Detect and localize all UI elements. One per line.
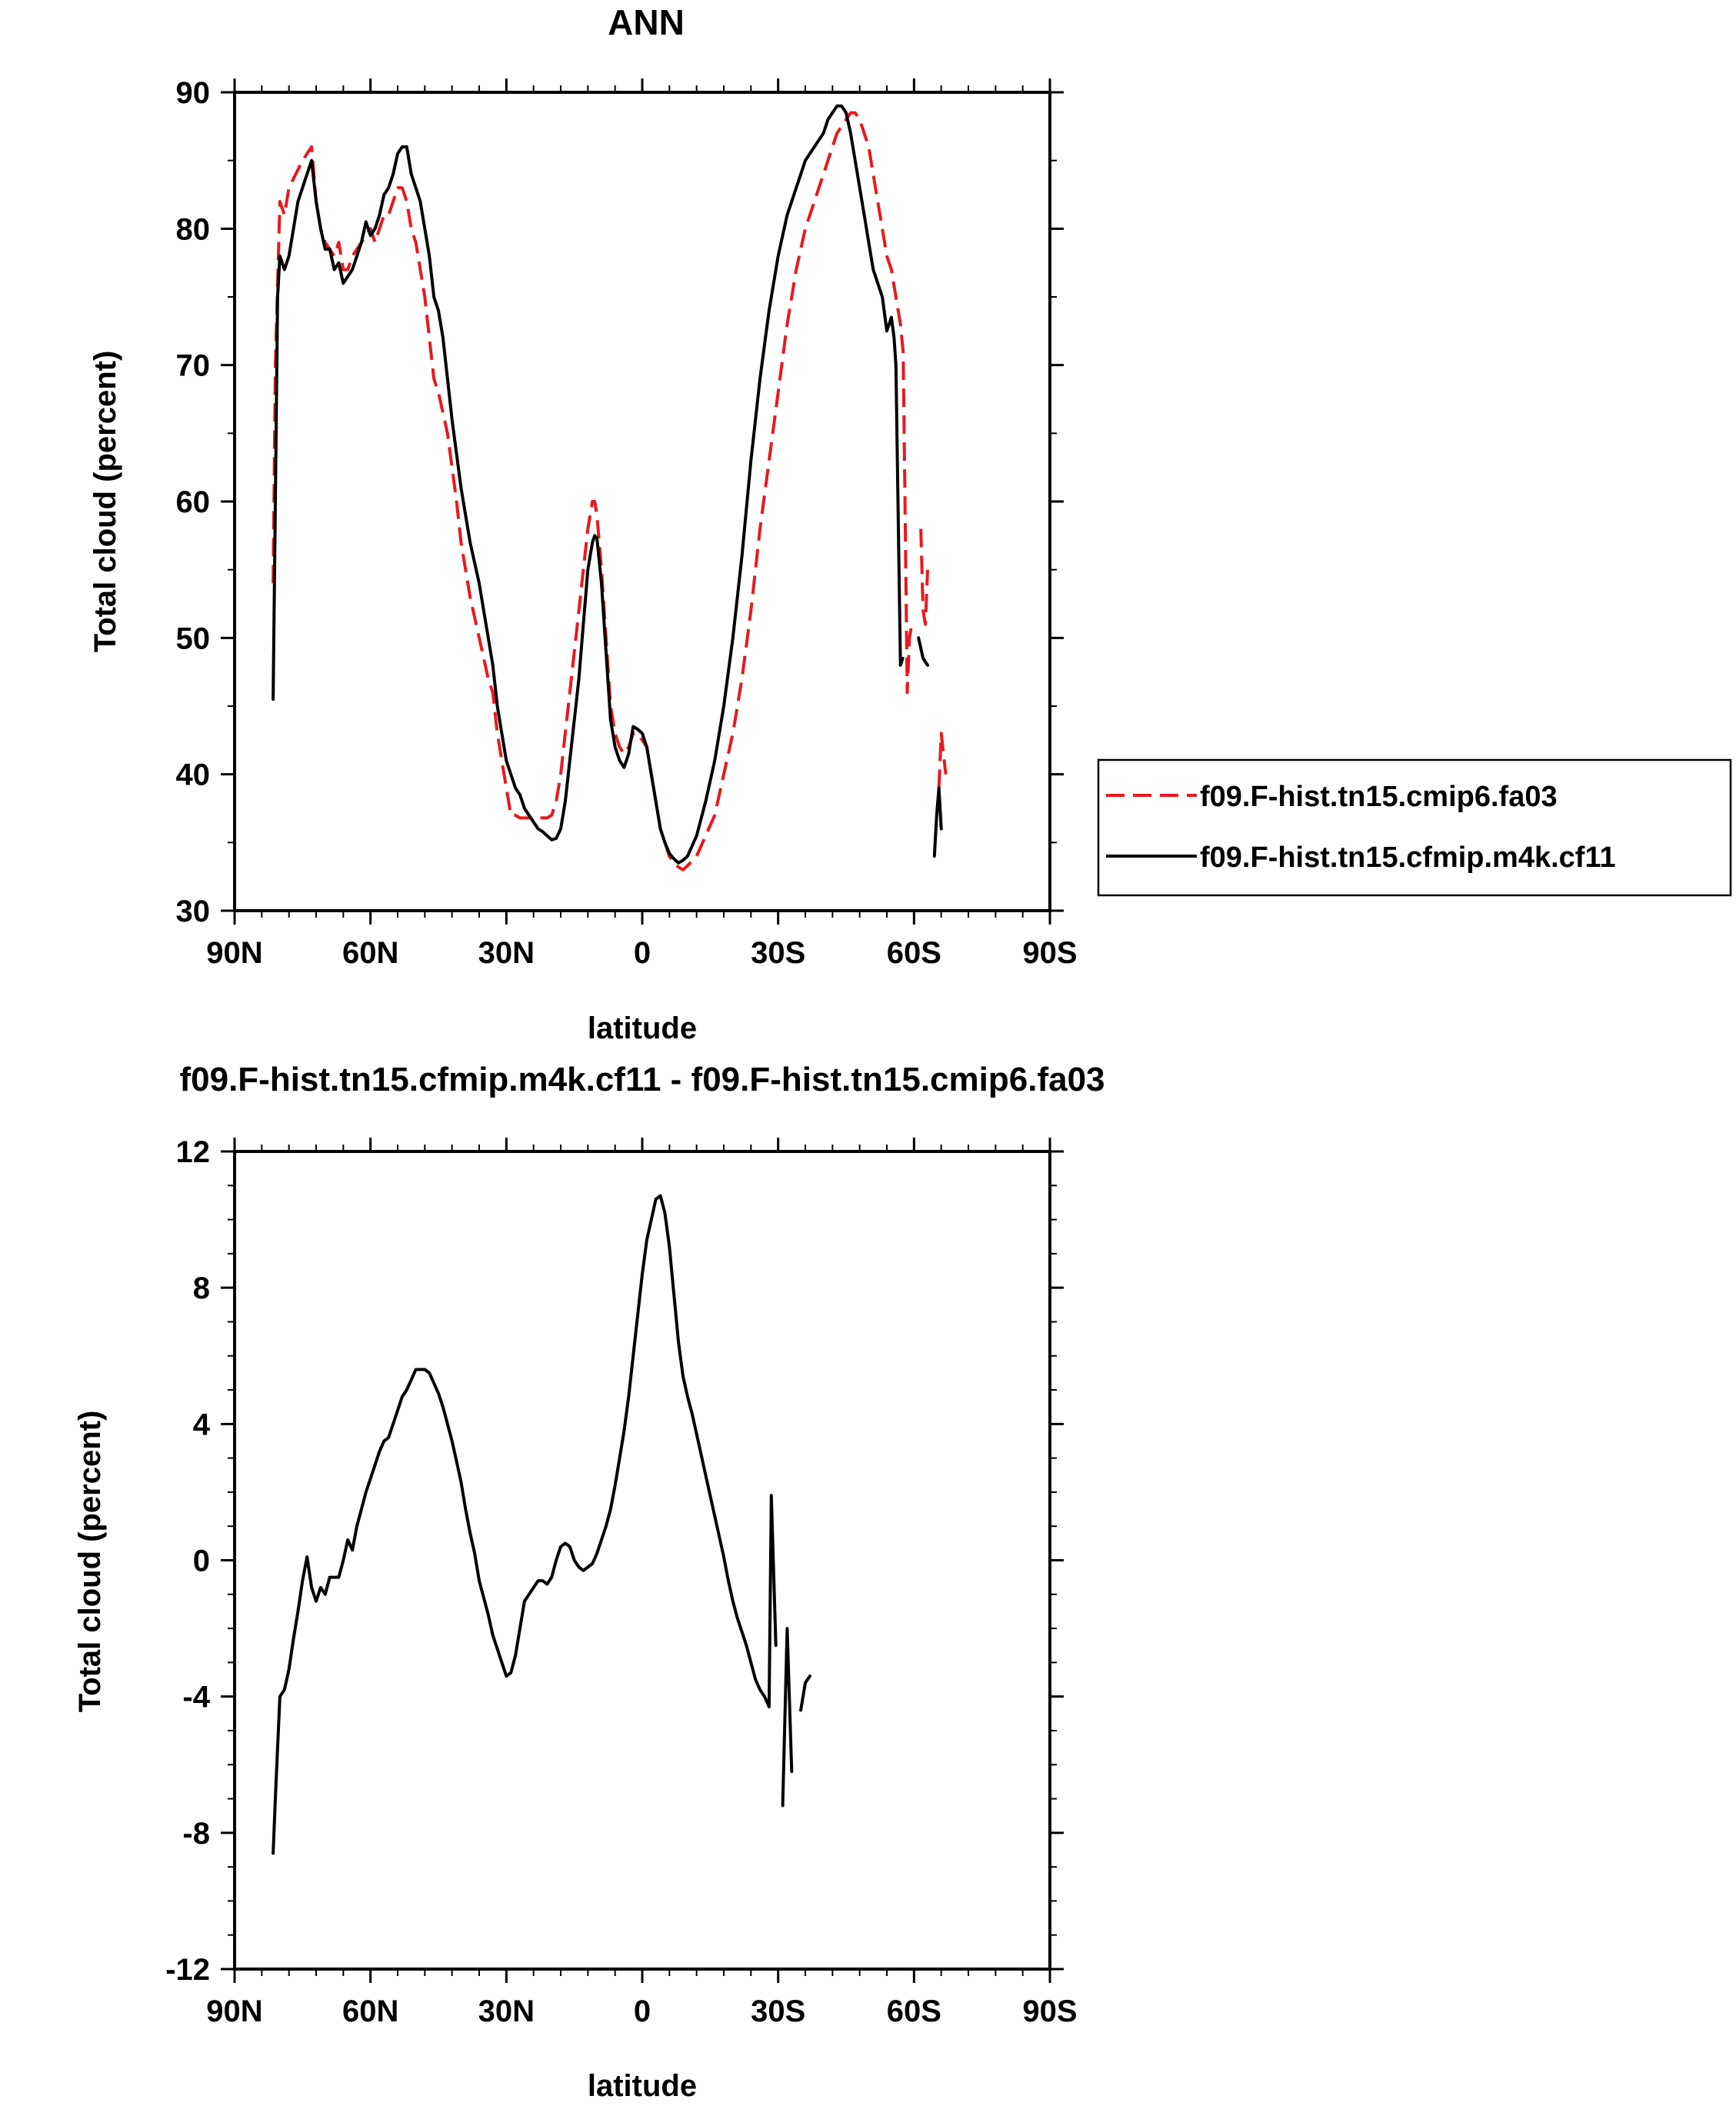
x-tick-label: 90S — [1022, 1994, 1077, 2028]
x-tick-label: 30S — [751, 936, 805, 970]
top-y-tick-labels: 30 40 50 60 70 80 90 — [176, 76, 211, 928]
series-line — [799, 1674, 811, 1712]
top-x-axis-label: latitude — [588, 1011, 697, 1045]
top-panel: ANN 30 40 50 60 70 80 90 90N 60N 30N 0 30S 60S 90S T… — [88, 2, 1732, 1045]
series-line — [917, 636, 929, 667]
y-tick-label: 50 — [176, 621, 211, 655]
series-line — [272, 111, 914, 871]
x-tick-label: 60S — [887, 936, 941, 970]
x-tick-label: 30S — [751, 1994, 805, 2028]
top-plot-frame — [233, 91, 1051, 912]
top-series-lines — [272, 104, 948, 871]
series-line — [937, 731, 948, 788]
x-tick-label: 60S — [887, 1994, 941, 2028]
bottom-series-lines — [272, 1194, 811, 1855]
y-tick-label: 90 — [176, 76, 211, 110]
legend-box — [1097, 758, 1732, 897]
x-tick-label: 90S — [1022, 936, 1077, 970]
y-tick-label: -8 — [182, 1817, 210, 1851]
legend-label-cmip6: f09.F-hist.tn15.cmip6.fa03 — [1200, 781, 1558, 813]
x-tick-label: 0 — [634, 1994, 651, 2028]
y-tick-label: 40 — [176, 758, 211, 792]
bottom-chart-title: f09.F-hist.tn15.cfmip.m4k.cf11 - f09.F-h… — [179, 1061, 1105, 1098]
y-tick-label: 80 — [176, 212, 211, 246]
top-ticks — [221, 78, 1064, 925]
bottom-x-axis-label: latitude — [588, 2069, 697, 2103]
y-tick-label: -4 — [182, 1681, 210, 1714]
y-tick-label: 0 — [193, 1545, 210, 1578]
bottom-ticks — [221, 1138, 1064, 1983]
y-tick-label: 4 — [193, 1408, 211, 1441]
legend-label-cfmip: f09.F-hist.tn15.cfmip.m4k.cf11 — [1200, 841, 1616, 874]
x-tick-label: 90N — [206, 1994, 262, 2028]
series-line — [932, 786, 943, 858]
y-tick-label: -12 — [165, 1953, 210, 1987]
x-tick-label: 90N — [206, 936, 262, 970]
legend: f09.F-hist.tn15.cmip6.fa03 f09.F-hist.tn… — [1097, 758, 1732, 897]
series-line — [919, 528, 929, 626]
y-tick-label: 12 — [176, 1135, 211, 1169]
x-tick-label: 60N — [342, 1994, 398, 2028]
series-line — [781, 1627, 794, 1808]
y-tick-label: 70 — [176, 349, 211, 383]
bottom-y-tick-labels: -12 -8 -4 0 4 8 12 — [165, 1135, 211, 1987]
x-tick-label: 30N — [478, 936, 535, 970]
top-chart-title: ANN — [608, 2, 685, 42]
bottom-y-axis-label: Total cloud (percent) — [73, 1411, 107, 1713]
x-tick-label: 60N — [342, 936, 398, 970]
x-tick-label: 0 — [634, 936, 651, 970]
bottom-panel: f09.F-hist.tn15.cfmip.m4k.cf11 - f09.F-h… — [73, 1061, 1105, 2103]
y-tick-label: 8 — [193, 1271, 210, 1305]
y-tick-label: 60 — [176, 485, 211, 519]
top-y-axis-label: Total cloud (percent) — [88, 351, 122, 653]
top-x-tick-labels: 90N 60N 30N 0 30S 60S 90S — [206, 936, 1077, 970]
x-tick-label: 30N — [478, 1994, 535, 2028]
series-line — [272, 104, 905, 865]
y-tick-label: 30 — [176, 895, 211, 928]
bottom-x-tick-labels: 90N 60N 30N 0 30S 60S 90S — [206, 1994, 1077, 2028]
series-line — [272, 1194, 778, 1855]
